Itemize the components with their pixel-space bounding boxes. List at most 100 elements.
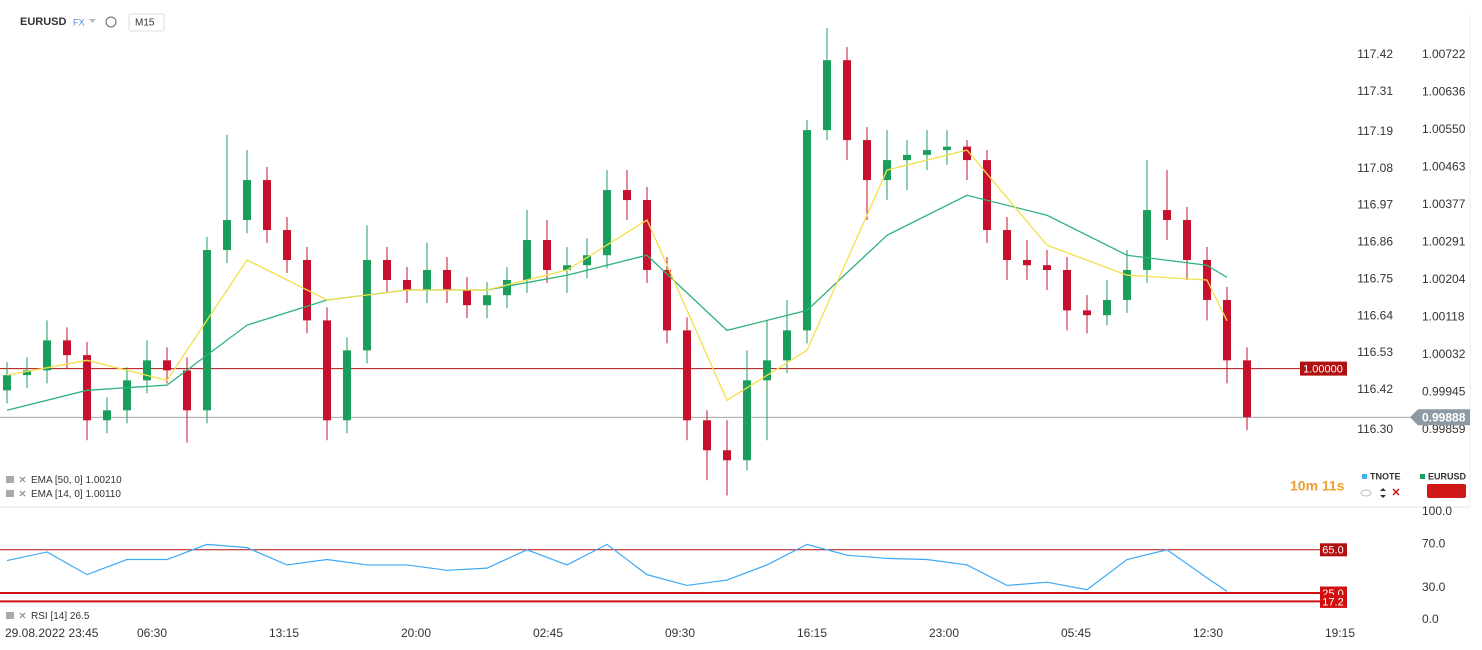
y-tick-label: 1.00636: [1422, 84, 1466, 98]
x-tick-label: 19:15: [1325, 626, 1355, 640]
candle-body: [443, 269, 451, 290]
indicator-icon: [6, 612, 14, 619]
candle-body: [463, 289, 471, 306]
candle-body: [1003, 230, 1011, 260]
x-tick-label: 12:30: [1193, 626, 1223, 640]
last-price-box: [1410, 409, 1470, 426]
candle-body: [343, 350, 351, 421]
candle-body: [783, 330, 791, 361]
candle-body: [803, 130, 811, 331]
eye-icon[interactable]: [1360, 489, 1372, 497]
symbol[interactable]: EURUSD: [20, 16, 67, 28]
indicator-close: [19, 612, 26, 619]
y-tick-label: 1.00032: [1422, 347, 1466, 361]
x-tick-label: 06:30: [137, 626, 167, 640]
candle-body: [103, 410, 111, 421]
legend-label: TNOTE: [1370, 471, 1401, 481]
x-tick-label: 09:30: [665, 626, 695, 640]
candle-body: [923, 150, 931, 155]
y-tick-label: 1.00550: [1422, 122, 1466, 136]
x-tick-label: 05:45: [1061, 626, 1091, 640]
candle-body: [623, 190, 631, 201]
y-tick-label: 1.00118: [1422, 310, 1465, 324]
candle-body: [403, 279, 411, 290]
candle-body: [583, 255, 591, 266]
x-tick-label: 13:15: [269, 626, 299, 640]
y-tick-label: 30.0: [1422, 580, 1446, 594]
x-tick-label: 23:00: [929, 626, 959, 640]
timeframe[interactable]: M15: [135, 18, 155, 29]
candle-body: [123, 380, 131, 411]
indicator-value: 26.5: [70, 611, 90, 622]
level-label-box: [1320, 543, 1347, 557]
y2-tick-label: 116.75: [1357, 271, 1393, 285]
candle-body: [1023, 260, 1031, 266]
indicator-value: 1.00110: [85, 489, 121, 500]
candle-body: [43, 340, 51, 371]
candle-body: [1123, 269, 1131, 300]
candle-body: [1083, 310, 1091, 316]
timeframe-box[interactable]: [128, 13, 165, 32]
ema-line: [6, 149, 1228, 402]
remove-box[interactable]: [1427, 484, 1466, 498]
candle-body: [283, 230, 291, 260]
candle-body: [1223, 299, 1231, 361]
rsi-line: [6, 543, 1228, 592]
y2-tick-label: 116.42: [1357, 382, 1393, 396]
candle-body: [23, 370, 31, 376]
candle-body: [1043, 265, 1051, 270]
candle-body: [563, 265, 571, 270]
candle-body: [843, 60, 851, 141]
candle-body: [1163, 210, 1171, 221]
candle-body: [543, 240, 551, 270]
indicator-name: EMA [14, 0]: [31, 489, 83, 500]
order-icon[interactable]: [1380, 488, 1386, 498]
legend-swatch: [1420, 474, 1425, 479]
level-label: 65.0: [1322, 545, 1343, 557]
candle-body: [263, 180, 271, 231]
indicator-name: RSI [14]: [31, 611, 67, 622]
y-tick-label: 70.0: [1422, 537, 1446, 551]
last-price-label: 0.99888: [1422, 410, 1466, 424]
y2-tick-label: 117.19: [1357, 124, 1393, 138]
candle-body: [223, 220, 231, 251]
y2-tick-label: 117.08: [1357, 161, 1393, 175]
y2-tick-label: 116.97: [1357, 198, 1393, 212]
candle-body: [903, 154, 911, 161]
level-label: 1.00000: [1303, 364, 1343, 376]
indicator-name: EMA [50, 0]: [31, 475, 83, 486]
ema-line: [6, 194, 1228, 411]
y-tick-label: 1.00377: [1422, 197, 1466, 211]
candle-body: [1243, 360, 1251, 418]
candle-body: [983, 160, 991, 231]
x-tick-label: 20:00: [401, 626, 431, 640]
candle-body: [683, 330, 691, 421]
x-tick-label: 29.08.2022 23:45: [5, 626, 99, 640]
candle-body: [1143, 210, 1151, 270]
x-tick-label: 16:15: [797, 626, 827, 640]
candle-body: [243, 180, 251, 221]
y-tick-label: 0.0: [1422, 612, 1439, 626]
info-icon[interactable]: [105, 16, 117, 28]
candle-body: [763, 360, 771, 381]
indicator-close: [19, 476, 26, 483]
candle-body: [1183, 220, 1191, 260]
candle-body: [483, 295, 491, 306]
candle-body: [663, 269, 671, 331]
candle-body: [703, 420, 711, 451]
candle-body: [363, 260, 371, 351]
candle-body: [723, 450, 731, 461]
candle-body: [1063, 269, 1071, 311]
candle-body: [503, 279, 511, 296]
countdown: 10m 11s: [1290, 478, 1345, 494]
legend-swatch: [1362, 474, 1367, 479]
x-tick-label: 02:45: [533, 626, 563, 640]
y2-tick-label: 117.42: [1357, 47, 1393, 61]
y-tick-label: 100.0: [1422, 504, 1452, 518]
close-icon[interactable]: [1392, 488, 1400, 496]
indicator-close: [19, 490, 26, 497]
dropdown-arrow[interactable]: [89, 19, 96, 23]
candle-body: [823, 60, 831, 131]
candle-body: [943, 146, 951, 151]
candle-body: [423, 269, 431, 290]
